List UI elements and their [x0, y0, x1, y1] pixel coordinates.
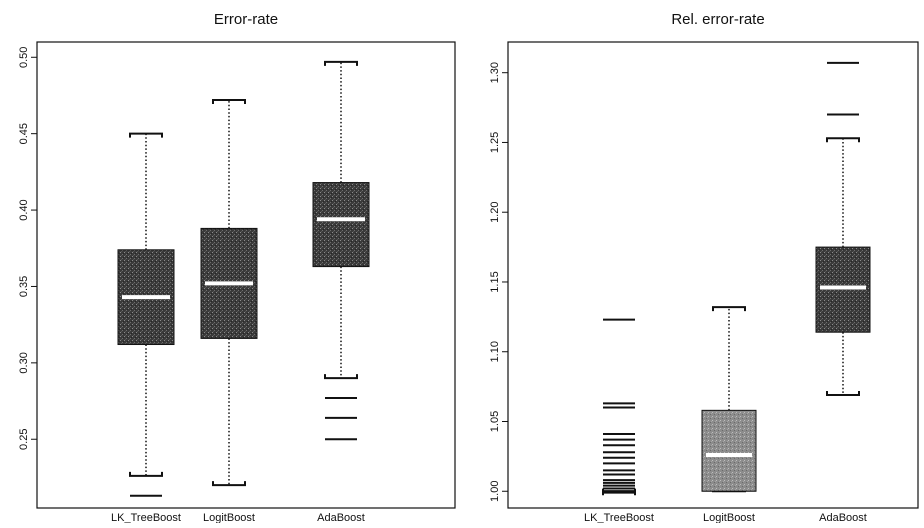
lower-whisker-cap	[212, 481, 246, 487]
y-tick-label: 1.00	[489, 481, 501, 502]
y-axis: 1.00 1.05 1.10 1.15 1.20 1.25 1.30	[489, 62, 508, 502]
x-tick-label: AdaBoost	[317, 512, 365, 523]
x-axis: LK_TreeBoost LogitBoost AdaBoost	[111, 512, 365, 524]
lower-whisker-cap	[324, 374, 358, 380]
x-tick-label: LogitBoost	[203, 512, 255, 523]
chart-title: Error-rate	[214, 11, 278, 28]
x-tick-label: LK_TreeBoost	[111, 512, 181, 523]
panel-error-rate: Error-rate 0.25 0.30 0.35 0.40 0.45 0.50 LK_T…	[18, 11, 456, 524]
upper-whisker-cap	[129, 132, 163, 138]
y-tick-label: 0.35	[18, 276, 30, 297]
panel-rel-error-rate: Rel. error-rate 1.00 1.05 1.10 1.15 1.20 1.25…	[489, 11, 919, 524]
y-tick-label: 1.20	[489, 202, 501, 223]
plot-frame	[507, 41, 919, 509]
y-tick-label: 0.40	[18, 199, 30, 220]
y-tick-label: 1.30	[489, 62, 501, 83]
upper-whisker-cap	[324, 60, 358, 66]
plot-frame	[36, 41, 456, 509]
upper-whisker-cap	[712, 306, 746, 312]
box-group	[602, 61, 871, 496]
lower-whisker-cap	[129, 471, 163, 477]
box-body	[701, 409, 757, 492]
y-tick-label: 1.25	[489, 132, 501, 153]
box-adaboost	[815, 61, 871, 396]
box-lk-treeboost	[602, 318, 636, 496]
box-lk-treeboost	[117, 132, 175, 497]
upper-whisker-cap	[212, 99, 246, 105]
box-group	[117, 60, 370, 497]
chart-title: Rel. error-rate	[671, 11, 764, 28]
box-body	[815, 246, 871, 333]
y-tick-label: 0.45	[18, 123, 30, 144]
y-tick-label: 1.15	[489, 271, 501, 292]
x-tick-label: LogitBoost	[703, 512, 755, 523]
box-logitboost	[200, 99, 258, 487]
box-adaboost	[312, 60, 370, 441]
box-body	[312, 182, 370, 268]
y-tick-label: 1.05	[489, 411, 501, 432]
y-tick-label: 0.50	[18, 47, 30, 68]
upper-whisker-cap	[826, 137, 860, 143]
y-tick-label: 1.10	[489, 341, 501, 362]
y-axis: 0.25 0.30 0.35 0.40 0.45 0.50	[18, 47, 37, 450]
x-tick-label: LK_TreeBoost	[584, 512, 654, 523]
lower-whisker-cap	[826, 390, 860, 396]
box-logitboost	[701, 306, 757, 493]
x-axis: LK_TreeBoost LogitBoost AdaBoost	[584, 512, 867, 524]
x-tick-label: AdaBoost	[819, 512, 867, 523]
y-tick-label: 0.30	[18, 352, 30, 373]
y-tick-label: 0.25	[18, 429, 30, 450]
